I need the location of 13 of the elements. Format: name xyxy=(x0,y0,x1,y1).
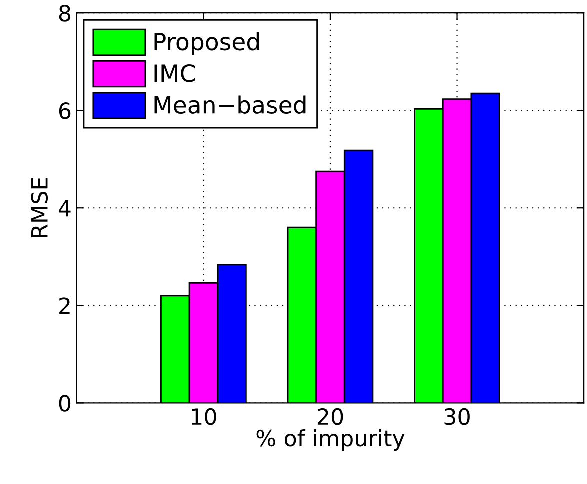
x-tick-label: 20 xyxy=(318,408,344,426)
legend-label: IMC xyxy=(154,64,195,82)
y-axis-title: RMSE xyxy=(31,178,48,238)
x-tick-label: 10 xyxy=(192,408,216,426)
y-tick-label: 8 xyxy=(59,5,71,22)
legend-label: Mean−based xyxy=(154,96,306,114)
x-axis-title: % of impurity xyxy=(256,430,405,452)
legend-label: Proposed xyxy=(154,32,259,56)
x-tick-label: 30 xyxy=(444,408,470,426)
y-tick-label: 6 xyxy=(59,102,71,120)
y-tick-label: 2 xyxy=(60,298,70,314)
y-tick-label: 4 xyxy=(58,200,71,217)
y-tick-label: 0 xyxy=(59,395,71,412)
